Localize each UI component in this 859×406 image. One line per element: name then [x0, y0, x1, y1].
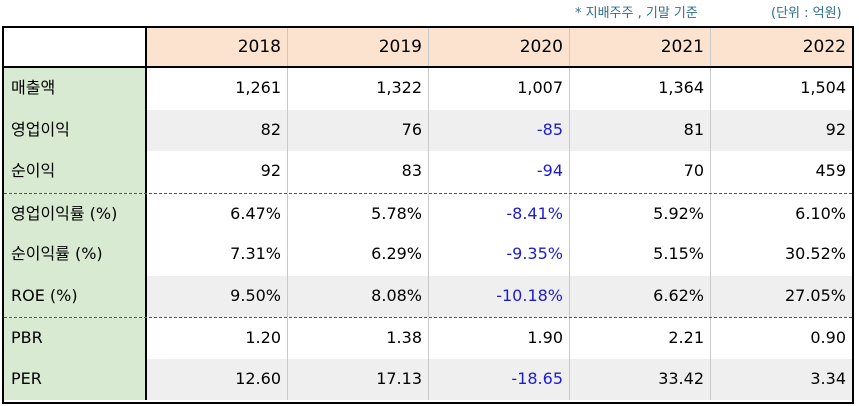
- cell-value: -8.41%: [429, 193, 570, 234]
- row-net-income: 순이익 92 83 -94 70 459: [4, 151, 852, 193]
- cell-value: 459: [815, 161, 846, 180]
- cell-value: 1.38: [288, 318, 429, 359]
- row-label: 영업이익률 (%): [4, 193, 147, 234]
- cell-value: 30.52%: [784, 244, 846, 263]
- cell-value: 6.47%: [147, 193, 288, 234]
- cell-value: 1.20: [147, 318, 288, 359]
- cell-value: 6.10%: [795, 203, 846, 223]
- unit-note: (단위 : 억원): [771, 6, 842, 21]
- row-revenue: 매출액 1,261 1,322 1,007 1,364 1,504: [4, 68, 852, 110]
- cell-value: 5.92%: [570, 193, 711, 234]
- cell-value: 5.78%: [288, 193, 429, 234]
- cell-value: 1.90: [429, 318, 570, 359]
- cell-value: 3.34: [711, 358, 852, 400]
- cell-value: 6.62%: [570, 275, 711, 317]
- cell-value: -10.18%: [429, 275, 570, 317]
- cell-value: 0.90: [810, 328, 846, 347]
- row-label: 영업이익: [4, 109, 147, 151]
- year-header-2018: 2018: [147, 28, 288, 66]
- header-corner-cell: [4, 28, 147, 66]
- cell-value: -85: [429, 109, 570, 151]
- year-header-2019: 2019: [288, 28, 429, 66]
- cell-value: 1,504: [800, 78, 846, 97]
- financial-table: 2018 2019 2020 2021 2022 매출액 1,261 1,322…: [2, 26, 854, 404]
- year-header-2022: 2022: [711, 28, 852, 66]
- row-per: PER 12.60 17.13 -18.65 33.42 3.34: [4, 358, 852, 400]
- cell-value: -9.35%: [429, 234, 570, 276]
- cell-value: 33.42: [570, 358, 711, 400]
- cell-value: 76: [288, 109, 429, 151]
- cell-value: 1,322: [288, 68, 429, 110]
- row-label: ROE (%): [4, 275, 147, 317]
- cell-value: 1,364: [570, 68, 711, 110]
- row-label: PBR: [4, 318, 147, 359]
- cell-value: 6.29%: [288, 234, 429, 276]
- cell-value: 27.05%: [711, 275, 852, 317]
- cell-value: 1,261: [147, 68, 288, 110]
- row-label: 순이익률 (%): [4, 234, 147, 276]
- row-pbr: PBR 1.20 1.38 1.90 2.21 0.90: [4, 317, 852, 359]
- cell-value: 8.08%: [288, 275, 429, 317]
- row-roe: ROE (%) 9.50% 8.08% -10.18% 6.62% 27.05%: [4, 275, 852, 317]
- row-label: PER: [4, 358, 147, 400]
- cell-value: 81: [570, 109, 711, 151]
- cell-value: 82: [147, 109, 288, 151]
- cell-value: 92: [711, 109, 852, 151]
- cell-value: 7.31%: [147, 234, 288, 276]
- cell-value: 12.60: [147, 358, 288, 400]
- cell-value: 92: [147, 151, 288, 193]
- row-label: 순이익: [4, 151, 147, 193]
- cell-value: 5.15%: [570, 234, 711, 276]
- row-operating-profit: 영업이익 82 76 -85 81 92: [4, 109, 852, 151]
- year-header-2021: 2021: [570, 28, 711, 66]
- cell-value: 17.13: [288, 358, 429, 400]
- cell-value: -18.65: [429, 358, 570, 400]
- row-net-margin: 순이익률 (%) 7.31% 6.29% -9.35% 5.15% 30.52%: [4, 234, 852, 276]
- table-header-row: 2018 2019 2020 2021 2022: [4, 28, 852, 68]
- row-label: 매출액: [4, 68, 147, 110]
- cell-value: 1,007: [429, 68, 570, 110]
- cell-value: 9.50%: [147, 275, 288, 317]
- cell-value: 83: [288, 151, 429, 193]
- cell-value: 70: [570, 151, 711, 193]
- cell-value: 2.21: [570, 318, 711, 359]
- table-body: 매출액 1,261 1,322 1,007 1,364 1,504 영업이익 8…: [4, 68, 852, 400]
- basis-note: * 지배주주 , 기말 기준: [575, 6, 698, 21]
- year-header-2020: 2020: [429, 28, 570, 66]
- cell-value: -94: [429, 151, 570, 193]
- row-operating-margin: 영업이익률 (%) 6.47% 5.78% -8.41% 5.92% 6.10%: [4, 192, 852, 234]
